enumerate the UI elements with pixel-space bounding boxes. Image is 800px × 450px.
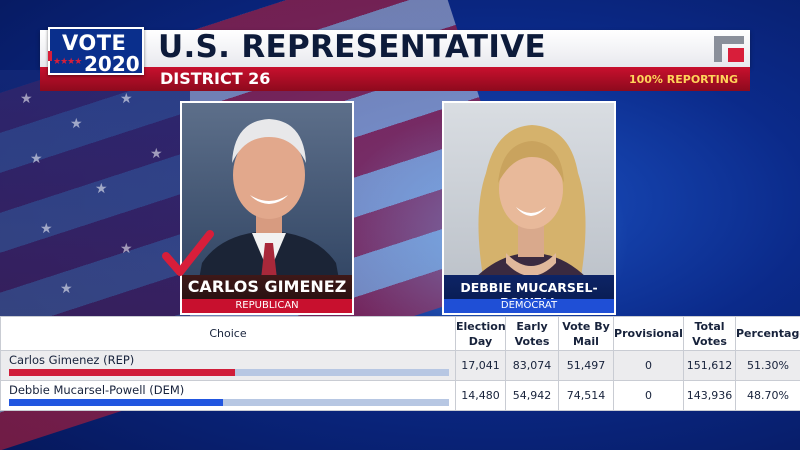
candidate-name: CARLOS GIMENEZ bbox=[187, 277, 347, 296]
name-plate-mucarsel-powell: DEBBIE MUCARSEL-POWELL DEMOCRAT bbox=[444, 275, 614, 313]
header-vote-by-mail: Vote By Mail bbox=[558, 316, 614, 351]
subtitle-bar bbox=[40, 67, 750, 91]
header-choice: Choice bbox=[0, 316, 456, 351]
flag-stars-background: ★ ★ ★ ★ ★ ★ ★ ★ ★ bbox=[0, 70, 190, 320]
cell-total-votes: 151,612 bbox=[683, 350, 736, 381]
choice-cell: Carlos Gimenez (REP) bbox=[0, 350, 456, 381]
table-row: Carlos Gimenez (REP) 17,041 83,074 51,49… bbox=[0, 350, 800, 381]
cell-election-day: 14,480 bbox=[455, 380, 506, 411]
candidate-photo-mucarsel-powell: DEBBIE MUCARSEL-POWELL DEMOCRAT bbox=[442, 101, 616, 315]
vote-share-fill bbox=[9, 399, 224, 406]
cell-percentage: 51.30% bbox=[735, 350, 800, 381]
reporting-status: 100% REPORTING bbox=[628, 73, 738, 86]
vote-share-fill bbox=[9, 369, 235, 376]
cell-total-votes: 143,936 bbox=[683, 380, 736, 411]
cell-vote-by-mail: 74,514 bbox=[558, 380, 614, 411]
race-title: U.S. REPRESENTATIVE bbox=[158, 29, 546, 65]
vote-logo-year: 2020 bbox=[84, 52, 140, 76]
cell-election-day: 17,041 bbox=[455, 350, 506, 381]
choice-name: Carlos Gimenez (REP) bbox=[9, 353, 135, 367]
table-row: Debbie Mucarsel-Powell (DEM) 14,480 54,9… bbox=[0, 380, 800, 411]
vote-2020-logo: VOTE ★★★★ 2020 bbox=[48, 27, 144, 76]
candidate-party: REPUBLICAN bbox=[182, 299, 352, 313]
cell-early-votes: 54,942 bbox=[505, 380, 559, 411]
title-bar bbox=[40, 30, 750, 67]
header-early-votes: Early Votes bbox=[505, 316, 559, 351]
cell-provisional: 0 bbox=[613, 380, 684, 411]
candidate-party: DEMOCRAT bbox=[444, 299, 614, 313]
cell-percentage: 48.70% bbox=[735, 380, 800, 411]
vote-logo-stars: ★★★★ bbox=[53, 56, 82, 66]
cell-vote-by-mail: 51,497 bbox=[558, 350, 614, 381]
district-label: DISTRICT 26 bbox=[160, 69, 271, 88]
vote-logo-word: VOTE bbox=[62, 31, 127, 55]
header-total-votes: Total Votes bbox=[683, 316, 736, 351]
header-percentage: Percentage bbox=[735, 316, 800, 351]
choice-cell: Debbie Mucarsel-Powell (DEM) bbox=[0, 380, 456, 411]
vote-share-bar bbox=[9, 399, 449, 406]
results-table: Choice Election Day Early Votes Vote By … bbox=[0, 316, 800, 411]
choice-name: Debbie Mucarsel-Powell (DEM) bbox=[9, 383, 185, 397]
station-logo-icon bbox=[714, 36, 744, 62]
vote-share-bar bbox=[9, 369, 449, 376]
name-plate-gimenez: CARLOS GIMENEZ REPUBLICAN bbox=[182, 275, 352, 313]
checkmark-icon bbox=[162, 230, 214, 276]
cell-early-votes: 83,074 bbox=[505, 350, 559, 381]
header-election-day: Election Day bbox=[455, 316, 506, 351]
header-provisional: Provisional bbox=[613, 316, 684, 351]
cell-provisional: 0 bbox=[613, 350, 684, 381]
candidate-photo-gimenez: CARLOS GIMENEZ REPUBLICAN bbox=[180, 101, 354, 315]
table-header-row: Choice Election Day Early Votes Vote By … bbox=[0, 316, 800, 351]
